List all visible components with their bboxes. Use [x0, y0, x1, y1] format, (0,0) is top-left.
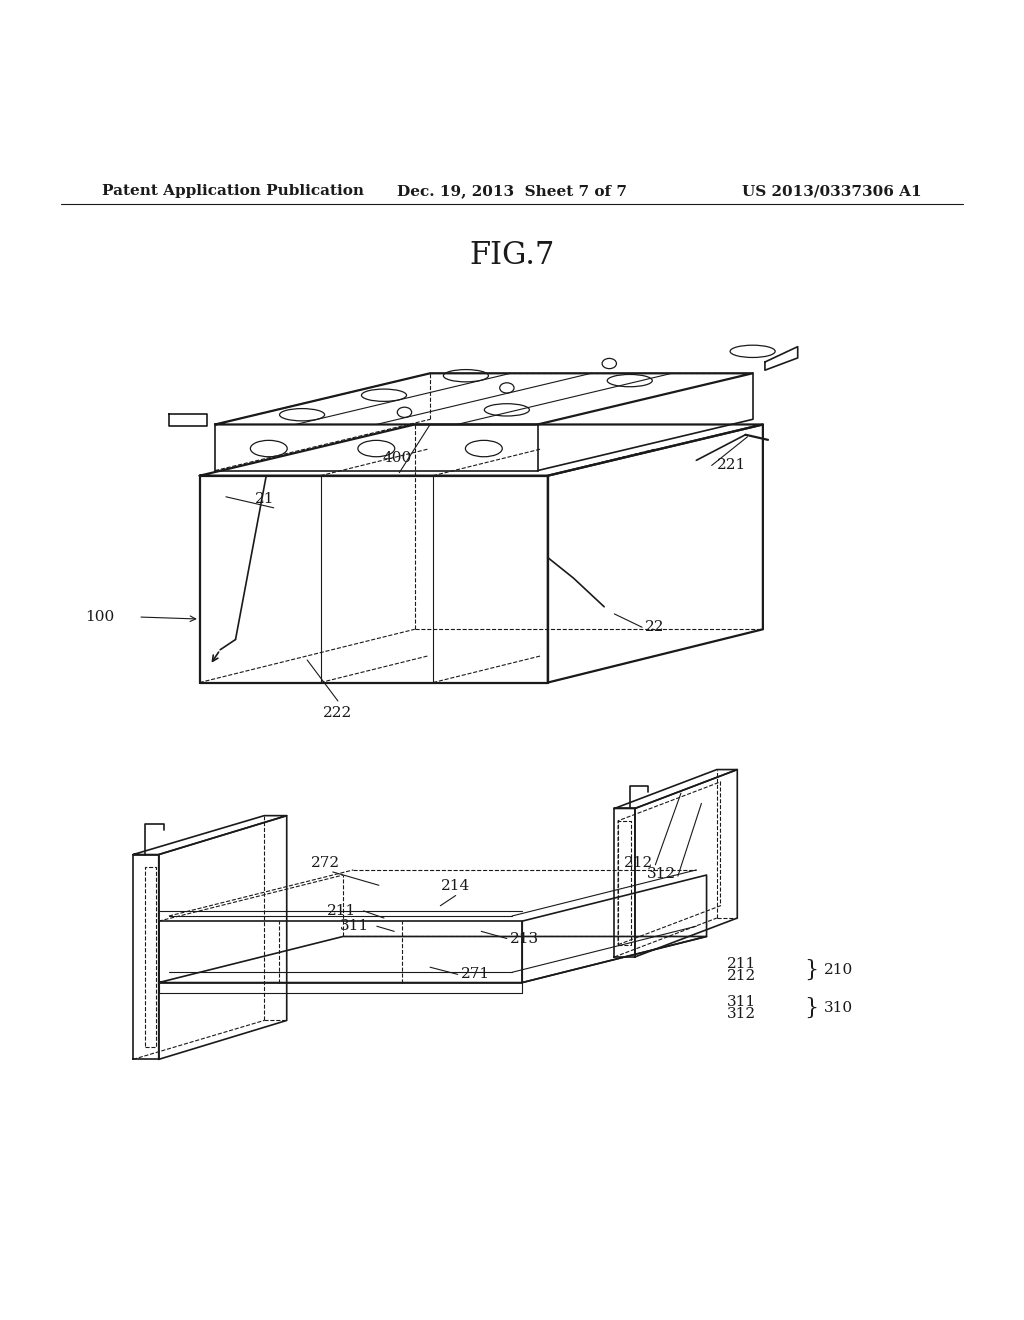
Text: }: }: [804, 960, 818, 981]
Text: 212: 212: [624, 855, 653, 870]
Text: 400: 400: [383, 451, 412, 466]
Text: US 2013/0337306 A1: US 2013/0337306 A1: [742, 183, 922, 198]
Text: 22: 22: [645, 620, 665, 634]
Text: }: }: [804, 997, 818, 1019]
Text: 211: 211: [727, 957, 757, 972]
Text: Patent Application Publication: Patent Application Publication: [102, 183, 365, 198]
Text: 214: 214: [441, 879, 470, 894]
Text: 311: 311: [340, 919, 369, 933]
Text: Dec. 19, 2013  Sheet 7 of 7: Dec. 19, 2013 Sheet 7 of 7: [397, 183, 627, 198]
Text: 271: 271: [461, 968, 489, 981]
Text: 211: 211: [327, 904, 356, 917]
Text: 272: 272: [311, 855, 340, 870]
Text: 222: 222: [324, 706, 352, 721]
Text: 312: 312: [727, 1007, 756, 1022]
Text: FIG.7: FIG.7: [469, 240, 555, 271]
Text: 100: 100: [85, 610, 115, 624]
Text: 21: 21: [254, 492, 274, 507]
Text: 210: 210: [824, 964, 854, 977]
Text: 212: 212: [727, 969, 757, 983]
Text: 213: 213: [510, 932, 539, 945]
Text: 312: 312: [647, 867, 676, 880]
Text: 310: 310: [824, 1001, 853, 1015]
Text: 221: 221: [717, 458, 746, 473]
Text: 311: 311: [727, 995, 756, 1008]
